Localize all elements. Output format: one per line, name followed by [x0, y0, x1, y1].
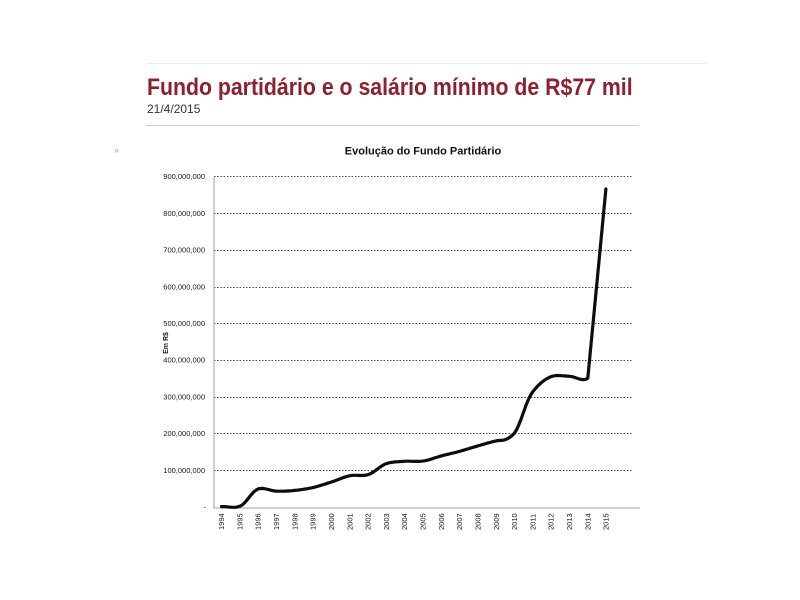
svg-text:300,000,000: 300,000,000 [163, 392, 205, 401]
svg-text:2010: 2010 [510, 513, 519, 530]
svg-text:2009: 2009 [492, 513, 501, 530]
svg-text:Em R$: Em R$ [163, 332, 170, 354]
svg-text:1996: 1996 [254, 513, 263, 530]
svg-text:2003: 2003 [382, 513, 391, 530]
svg-text:2000: 2000 [327, 513, 336, 530]
svg-text:1998: 1998 [290, 513, 299, 530]
svg-text:2015: 2015 [602, 513, 611, 530]
svg-text:2006: 2006 [437, 513, 446, 530]
svg-text:1999: 1999 [309, 513, 318, 530]
svg-text:2012: 2012 [547, 513, 556, 530]
svg-text:2002: 2002 [364, 513, 373, 530]
svg-text:2005: 2005 [419, 513, 428, 530]
svg-text:2007: 2007 [455, 513, 464, 530]
svg-text:800,000,000: 800,000,000 [163, 209, 205, 218]
svg-text:1997: 1997 [272, 513, 281, 530]
svg-text:-: - [204, 503, 207, 512]
svg-text:2004: 2004 [400, 513, 409, 530]
svg-text:200,000,000: 200,000,000 [163, 429, 205, 438]
svg-text:1994: 1994 [217, 513, 226, 530]
svg-text:700,000,000: 700,000,000 [163, 246, 205, 255]
svg-text:400,000,000: 400,000,000 [163, 356, 205, 365]
svg-text:2001: 2001 [345, 513, 354, 530]
svg-text:Evolução do Fundo Partidário: Evolução do Fundo Partidário [345, 146, 502, 158]
svg-text:2008: 2008 [473, 513, 482, 530]
svg-text:2014: 2014 [583, 513, 592, 530]
svg-text:900,000,000: 900,000,000 [163, 172, 205, 181]
svg-text:100,000,000: 100,000,000 [163, 466, 205, 475]
svg-text:2013: 2013 [565, 513, 574, 530]
svg-text:500,000,000: 500,000,000 [163, 319, 205, 328]
svg-text:1995: 1995 [235, 513, 244, 530]
svg-text:600,000,000: 600,000,000 [163, 282, 205, 291]
svg-text:2011: 2011 [528, 514, 537, 530]
